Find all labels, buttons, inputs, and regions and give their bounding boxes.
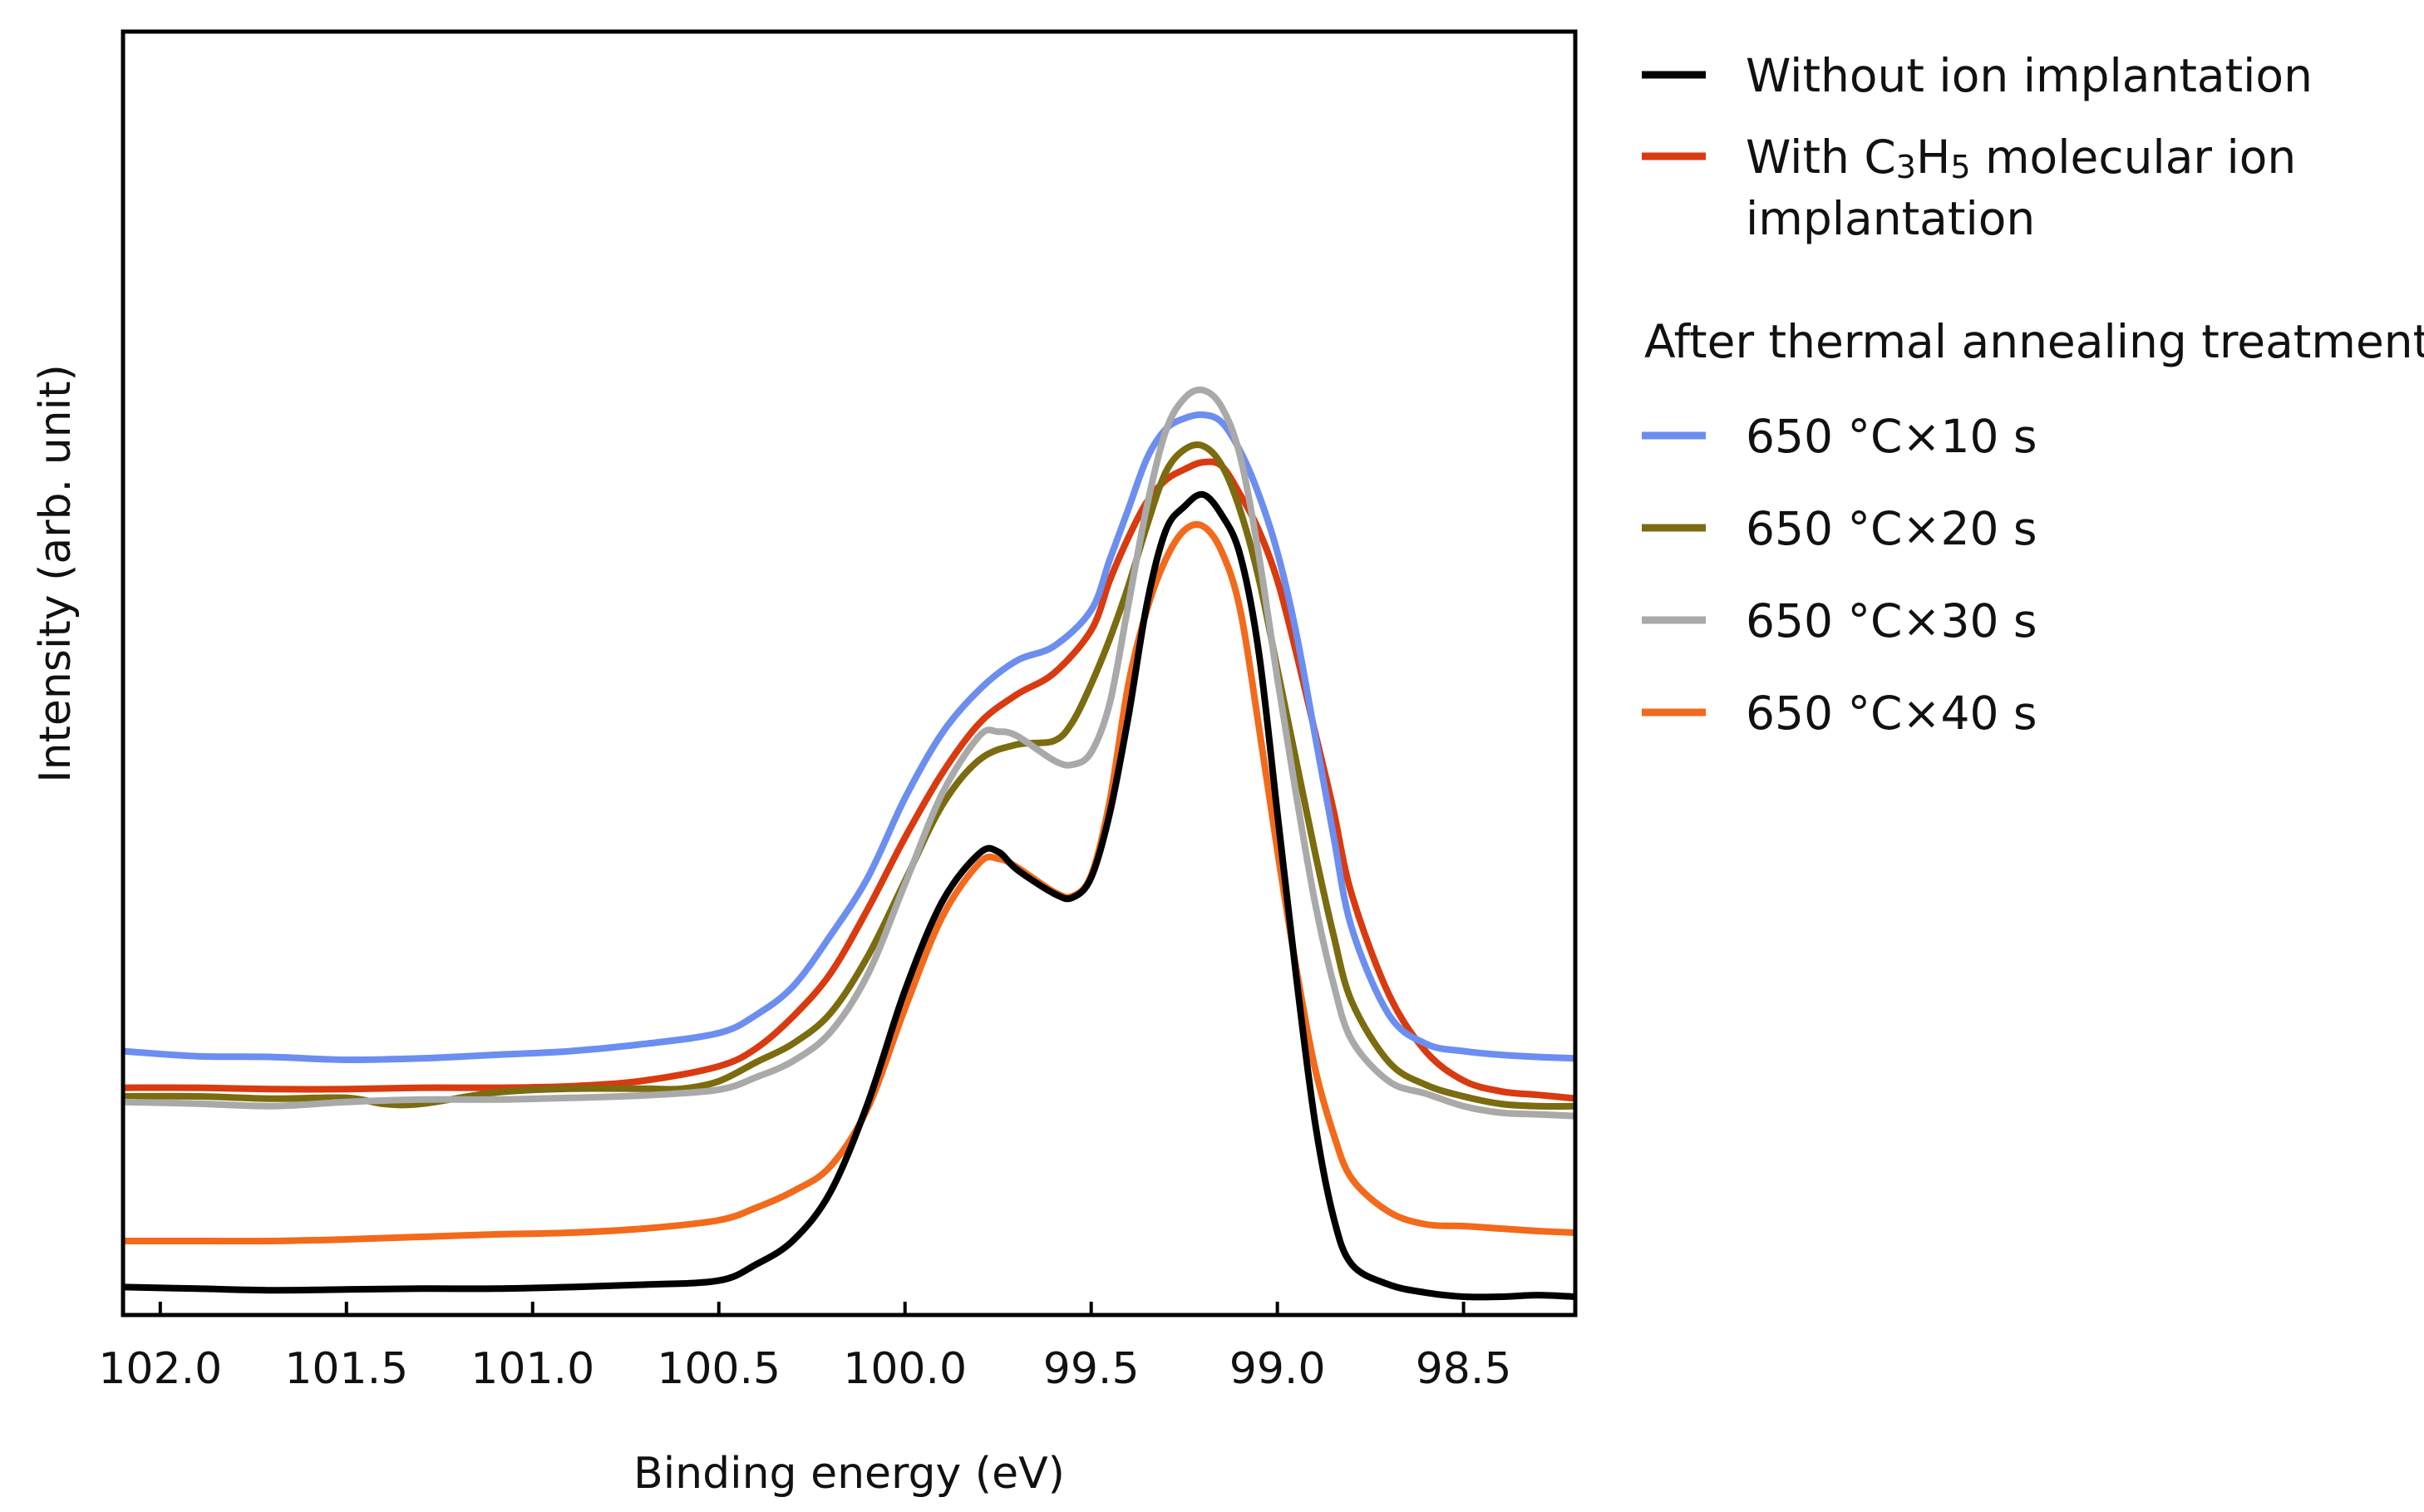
x-tick-label: 100.0	[843, 1344, 967, 1394]
legend-text-part: molecular ion	[1971, 131, 2297, 184]
legend-subscript: 3	[1896, 149, 1916, 185]
legend-text-part: H	[1916, 131, 1950, 184]
legend-label-a40: 650 °C×40 s	[1746, 687, 2037, 740]
x-tick-label: 102.0	[98, 1344, 222, 1394]
x-tick-label: 101.5	[284, 1344, 408, 1394]
series-line-a40	[123, 520, 1575, 1245]
x-tick-label: 99.0	[1229, 1344, 1326, 1394]
legend-label-with: With C3H5 molecular ion	[1746, 131, 2296, 185]
plot-frame	[121, 29, 1578, 1317]
series-line-a20	[123, 441, 1575, 1110]
x-axis-label: Binding energy (eV)	[633, 1449, 1065, 1499]
x-tick-label: 101.0	[471, 1344, 594, 1394]
series-layer	[123, 387, 1575, 1301]
y-axis-label: Intensity (arb. unit)	[31, 364, 81, 783]
x-tick-label: 100.5	[657, 1344, 781, 1394]
legend-label-a30: 650 °C×30 s	[1746, 594, 2037, 648]
legend-subscript: 5	[1950, 149, 1970, 185]
legend-label-with-line2: implantation	[1746, 192, 2035, 245]
legend-heading: After thermal annealing treatment	[1644, 315, 2424, 368]
series-line-a30	[123, 387, 1575, 1120]
legend-label-a20: 650 °C×20 s	[1746, 502, 2037, 555]
series-line-without	[123, 490, 1575, 1301]
legend-label-without: Without ion implantation	[1746, 49, 2313, 102]
x-tick-label: 99.5	[1043, 1344, 1140, 1394]
legend: Without ion implantation With C3H5 molecu…	[1642, 49, 2424, 740]
legend-text-part: With C	[1746, 131, 1896, 184]
x-ticks: 102.0 101.5 101.0 100.5 100.0 99.5 99.0 98.5	[98, 1302, 1512, 1394]
legend-label-a10: 650 °C×10 s	[1746, 410, 2037, 463]
series-line-a10	[123, 411, 1575, 1064]
x-tick-label: 98.5	[1416, 1344, 1512, 1394]
